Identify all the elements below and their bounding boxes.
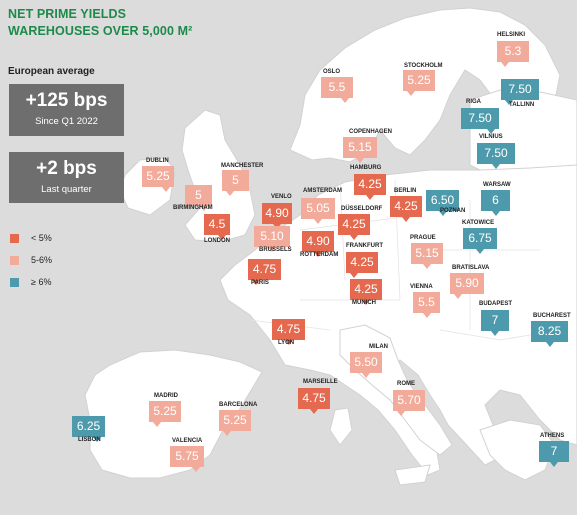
city-label-venlo: VENLO	[271, 194, 292, 200]
city-label-paris: PARIS	[251, 280, 269, 286]
marker-berlin: 4.25	[390, 196, 422, 222]
city-label-poznan: POZNAN	[440, 208, 466, 214]
legend-item-low: < 5%	[10, 233, 52, 243]
marker-dusseldorf: 4.25	[338, 214, 370, 240]
marker-frankfurt: 4.25	[346, 252, 378, 278]
marker-athens: 7	[539, 441, 569, 467]
marker-stockholm: 5.25	[403, 70, 435, 96]
marker-valencia: 5.75	[170, 446, 204, 472]
legend-item-mid: 5-6%	[10, 255, 52, 265]
marker-rotterdam: 4.90	[302, 231, 334, 257]
city-label-milan: MILAN	[369, 344, 388, 350]
marker-venlo: 4.90	[262, 203, 292, 229]
city-label-vilnius: VILNIUS	[479, 134, 503, 140]
city-label-lyon: LYON	[278, 340, 295, 346]
legend-item-high: ≥ 6%	[10, 277, 51, 287]
last-quarter-caption: Last quarter	[41, 184, 92, 195]
city-label-birmingham: BIRMINGHAM	[173, 205, 213, 211]
city-label-barcelona: BARCELONA	[219, 402, 258, 408]
marker-katowice: 6.75	[463, 228, 497, 254]
marker-marseille: 4.75	[298, 388, 330, 414]
city-label-dusseldorf: DÜSSELDORF	[341, 206, 383, 212]
european-average-label: European average	[8, 66, 95, 77]
marker-hamburg: 4.25	[354, 174, 386, 200]
marker-warsaw: 6	[481, 190, 510, 216]
city-label-brussels: BRUSSELS	[259, 247, 292, 253]
city-label-marseille: MARSEILLE	[303, 379, 338, 385]
page-title: NET PRIME YIELDS	[8, 7, 127, 21]
marker-prague: 5.15	[411, 243, 443, 269]
legend-swatch-high	[10, 277, 19, 287]
since-q1-caption: Since Q1 2022	[35, 116, 98, 127]
city-label-riga: RIGA	[466, 99, 481, 105]
city-label-warsaw: WARSAW	[483, 182, 511, 188]
marker-amsterdam: 5.05	[301, 198, 335, 224]
marker-munich: 4.25	[350, 279, 382, 305]
page-subtitle: WAREHOUSES OVER 5,000 M²	[8, 24, 193, 38]
city-label-stockholm: STOCKHOLM	[404, 63, 443, 69]
marker-helsinki: 5.3	[497, 41, 529, 67]
city-label-oslo: OSLO	[323, 69, 341, 75]
marker-brussels: 5.10	[254, 226, 290, 252]
city-label-amsterdam: AMSTERDAM	[303, 188, 342, 194]
legend-label-mid: 5-6%	[31, 255, 53, 265]
city-label-manchester: MANCHESTER	[221, 163, 264, 169]
marker-rome: 5.70	[393, 390, 425, 416]
marker-lisbon: 6.25	[72, 416, 105, 442]
legend-label-high: ≥ 6%	[31, 277, 52, 287]
sardinia-land	[329, 407, 353, 446]
marker-budapest: 7	[481, 310, 509, 336]
city-label-rotterdam: ROTTERDAM	[300, 252, 339, 258]
marker-milan: 5.50	[350, 352, 382, 378]
since-q1-stat-box: +125 bps Since Q1 2022	[9, 84, 124, 136]
last-quarter-value: +2 bps	[36, 158, 97, 179]
city-label-london: LONDON	[204, 238, 230, 244]
city-label-bratislava: BRATISLAVA	[452, 265, 490, 271]
marker-london: 4.5	[204, 214, 230, 240]
city-label-frankfurt: FRANKFURT	[346, 243, 383, 249]
marker-birmingham: 5	[185, 185, 212, 211]
city-label-copenhagen: COPENHAGEN	[349, 129, 393, 135]
city-label-rome: ROME	[397, 381, 415, 387]
city-label-helsinki: HELSINKI	[497, 32, 526, 38]
legend-swatch-low	[10, 233, 19, 243]
city-label-munich: MUNICH	[352, 300, 376, 306]
city-label-athens: ATHENS	[540, 433, 565, 439]
marker-lyon: 4.75	[272, 319, 305, 345]
city-label-madrid: MADRID	[154, 393, 178, 399]
marker-copenhagen: 5.15	[343, 137, 377, 163]
sicily-land	[394, 464, 431, 486]
marker-bratislava: 5.90	[450, 273, 484, 299]
legend-label-low: < 5%	[31, 233, 52, 243]
marker-vilnius: 7.50	[477, 143, 515, 169]
marker-vienna: 5.5	[413, 292, 440, 318]
marker-paris: 4.75	[248, 259, 281, 285]
marker-dublin: 5.25	[142, 166, 174, 192]
city-label-prague: PRAGUE	[410, 235, 436, 241]
marker-poznan: 6.50	[426, 190, 459, 216]
city-label-valencia: VALENCIA	[172, 438, 203, 444]
marker-madrid: 5.25	[149, 401, 181, 427]
legend-swatch-mid	[10, 255, 19, 265]
since-q1-value: +125 bps	[25, 90, 108, 111]
city-label-katowice: KATOWICE	[462, 220, 495, 226]
marker-tallinn: 7.50	[501, 79, 539, 105]
marker-barcelona: 5.25	[219, 410, 251, 436]
city-label-berlin: BERLIN	[394, 188, 417, 194]
marker-oslo: 5.5	[321, 77, 353, 103]
city-label-dublin: DUBLIN	[146, 158, 169, 164]
marker-manchester: 5	[222, 170, 249, 196]
city-label-budapest: BUDAPEST	[479, 301, 513, 307]
marker-bucharest: 8.25	[531, 321, 568, 347]
city-label-hamburg: HAMBURG	[350, 165, 382, 171]
city-label-lisbon: LISBON	[78, 437, 101, 443]
city-label-vienna: VIENNA	[410, 284, 433, 290]
marker-riga: 7.50	[461, 108, 499, 134]
city-label-tallinn: TALLINN	[509, 102, 535, 108]
last-quarter-stat-box: +2 bps Last quarter	[9, 152, 124, 203]
greece-land	[479, 419, 556, 481]
city-label-bucharest: BUCHAREST	[533, 313, 571, 319]
